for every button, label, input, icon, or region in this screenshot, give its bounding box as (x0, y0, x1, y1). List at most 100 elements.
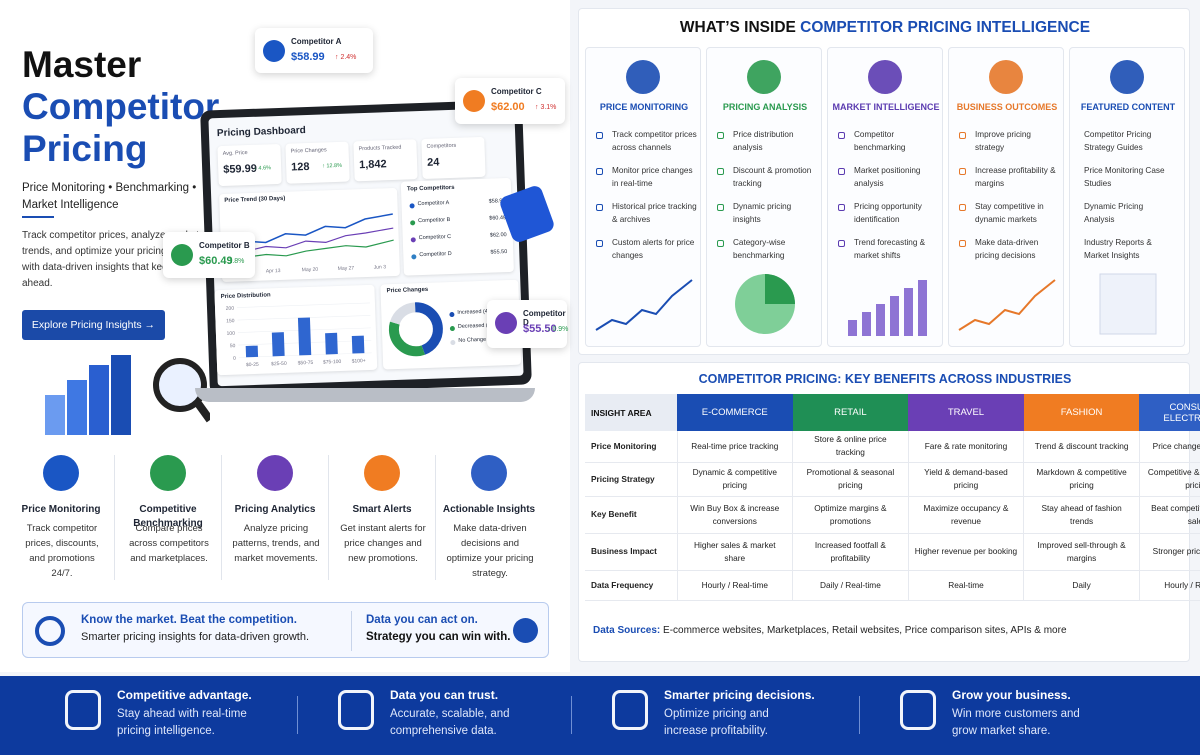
column-illustration (735, 274, 795, 334)
feature-divider (114, 455, 115, 580)
column-item: Dynamic pricing insights (733, 202, 792, 224)
feature-icon (150, 455, 186, 491)
bar (245, 345, 259, 358)
legend-dot (450, 339, 456, 346)
column-icon (989, 60, 1023, 94)
stat-value: 1,842 (358, 158, 387, 172)
column-item: Make data-driven pricing decisions (975, 238, 1039, 260)
card-price: $60.49 (199, 255, 233, 267)
footer-icon (900, 690, 936, 730)
card-change: ↑ 2.4% (335, 54, 357, 61)
y-tick-label: 200 (226, 306, 235, 312)
table-header: RETAIL (792, 394, 909, 431)
table-row: Business Impact Higher sales & market sha… (585, 533, 1200, 570)
column-heading: MARKET INTELLIGENCE (832, 102, 940, 112)
table-cell: Store & online price tracking (792, 431, 909, 462)
column-heading: BUSINESS OUTCOMES (956, 102, 1058, 112)
table-cell: Competitive & value-based pricing (1138, 462, 1200, 496)
item-bullet (838, 168, 845, 175)
y-tick-label: 0 (233, 356, 236, 362)
stat-label: Competitors (426, 142, 457, 150)
footer-text: Win more customers and grow market share… (952, 708, 1080, 737)
inside-column: FEATURED CONTENT Competitor Pricing Strat… (1069, 47, 1185, 347)
feature-title: Pricing Analytics (234, 504, 316, 515)
competitor-name: Competitor D (419, 251, 452, 259)
column-item: Market positioning analysis (854, 166, 921, 188)
competitor-name: Competitor C (418, 234, 452, 242)
stat-label: Avg. Price (222, 150, 248, 157)
footer-divider (297, 696, 298, 734)
column-icon (626, 60, 660, 94)
data-sources: Data Sources: E-commerce websites, Marke… (593, 625, 1183, 636)
illustration-doc (1099, 273, 1157, 335)
table-header: CONSUMER ELECTRONICS (1139, 394, 1200, 431)
stat-card: Products Tracked 1,842 (353, 139, 418, 182)
column-item: Custom alerts for price changes (612, 238, 695, 260)
banner-icon (35, 616, 65, 646)
footer-title: Grow your business. (952, 688, 1071, 702)
card-price: $62.00 (491, 101, 525, 113)
hero-title: Competitor (22, 86, 220, 127)
legend-dot (449, 311, 455, 318)
card-price: $58.99 (291, 51, 325, 63)
laptop-base (195, 388, 535, 402)
trend-x-label: Apr 13 (265, 267, 281, 275)
column-item: Increase profitability & margins (975, 166, 1056, 188)
banner-button[interactable] (513, 618, 538, 643)
footer-icon (612, 690, 648, 730)
feature-divider (221, 455, 222, 580)
distribution-chart: 0 50 100 150 200 $0-25 $25-50 $50-75 $75-100 $100… (226, 302, 372, 368)
table-cell: Real-time price tracking (676, 431, 793, 462)
competitor-name: Competitor A (417, 200, 450, 208)
table-cell: Improved sell-through & margins (1023, 533, 1140, 570)
footer-title: Smarter pricing decisions. (664, 688, 815, 702)
column-item: Pricing opportunity identification (854, 202, 922, 224)
card-icon (495, 312, 517, 334)
competitor-card: Competitor B $60.49 ↓ 1.8% (163, 232, 255, 278)
bar (297, 317, 312, 356)
illustration-bar (890, 296, 899, 336)
donut-chart (388, 302, 443, 357)
inside-column: MARKET INTELLIGENCE Competitor benchmarki… (827, 47, 943, 347)
card-icon (263, 40, 285, 62)
y-tick-label: 100 (227, 331, 236, 337)
x-tick-label: $50-75 (298, 360, 314, 367)
table-header: FASHION (1023, 394, 1140, 431)
feature-text: Get instant alerts for price changes and… (340, 523, 426, 564)
x-tick-label: $25-50 (271, 361, 287, 368)
column-heading: FEATURED CONTENT (1080, 102, 1176, 112)
feature-text: Make data-driven decisions and optimize … (446, 523, 534, 579)
dashboard-title: Pricing Dashboard (216, 125, 306, 140)
inside-column: PRICE MONITORING Track competitor prices … (585, 47, 701, 347)
cta-button[interactable]: Explore Pricing Insights → (22, 310, 165, 340)
banner: Know the market. Beat the competition. Sm… (22, 602, 549, 658)
distribution-panel: Price Distribution 0 50 100 150 200 $0-25 $25-5… (214, 284, 378, 376)
feature-icon (43, 455, 79, 491)
column-item: Historical price tracking & archives (612, 202, 697, 224)
column-item: Stay competitive in dynamic markets (975, 202, 1044, 224)
item-bullet (838, 240, 845, 247)
item-bullet (838, 204, 845, 211)
illustration-line (958, 279, 1056, 331)
x-tick-label: $75-100 (323, 359, 342, 366)
sources-label: Data Sources: (593, 625, 661, 636)
item-bullet (717, 204, 724, 211)
table-cell: Markdown & competitive pricing (1023, 462, 1140, 496)
divider (22, 216, 54, 218)
card-change: ↓ 0.9% (547, 326, 569, 333)
column-item: Monitor price changes in real-time (612, 166, 693, 188)
item-bullet (717, 240, 724, 247)
illustration-bar (89, 365, 109, 435)
table-cell: Win Buy Box & increase conversions (676, 496, 793, 533)
card-name: Competitor A (291, 37, 342, 46)
footer-divider (571, 696, 572, 734)
feature-title: Competitive Benchmarking (133, 504, 203, 529)
inside-column: BUSINESS OUTCOMES Improve pricing strateg… (948, 47, 1064, 347)
bar (271, 332, 285, 357)
column-item: Category-wise benchmarking (733, 238, 786, 260)
feature-title: Smart Alerts (352, 504, 412, 515)
item-bullet (596, 168, 603, 175)
feature-title: Actionable Insights (442, 504, 536, 515)
grid-line (237, 302, 370, 308)
table-cell: Higher revenue per booking (907, 533, 1024, 570)
